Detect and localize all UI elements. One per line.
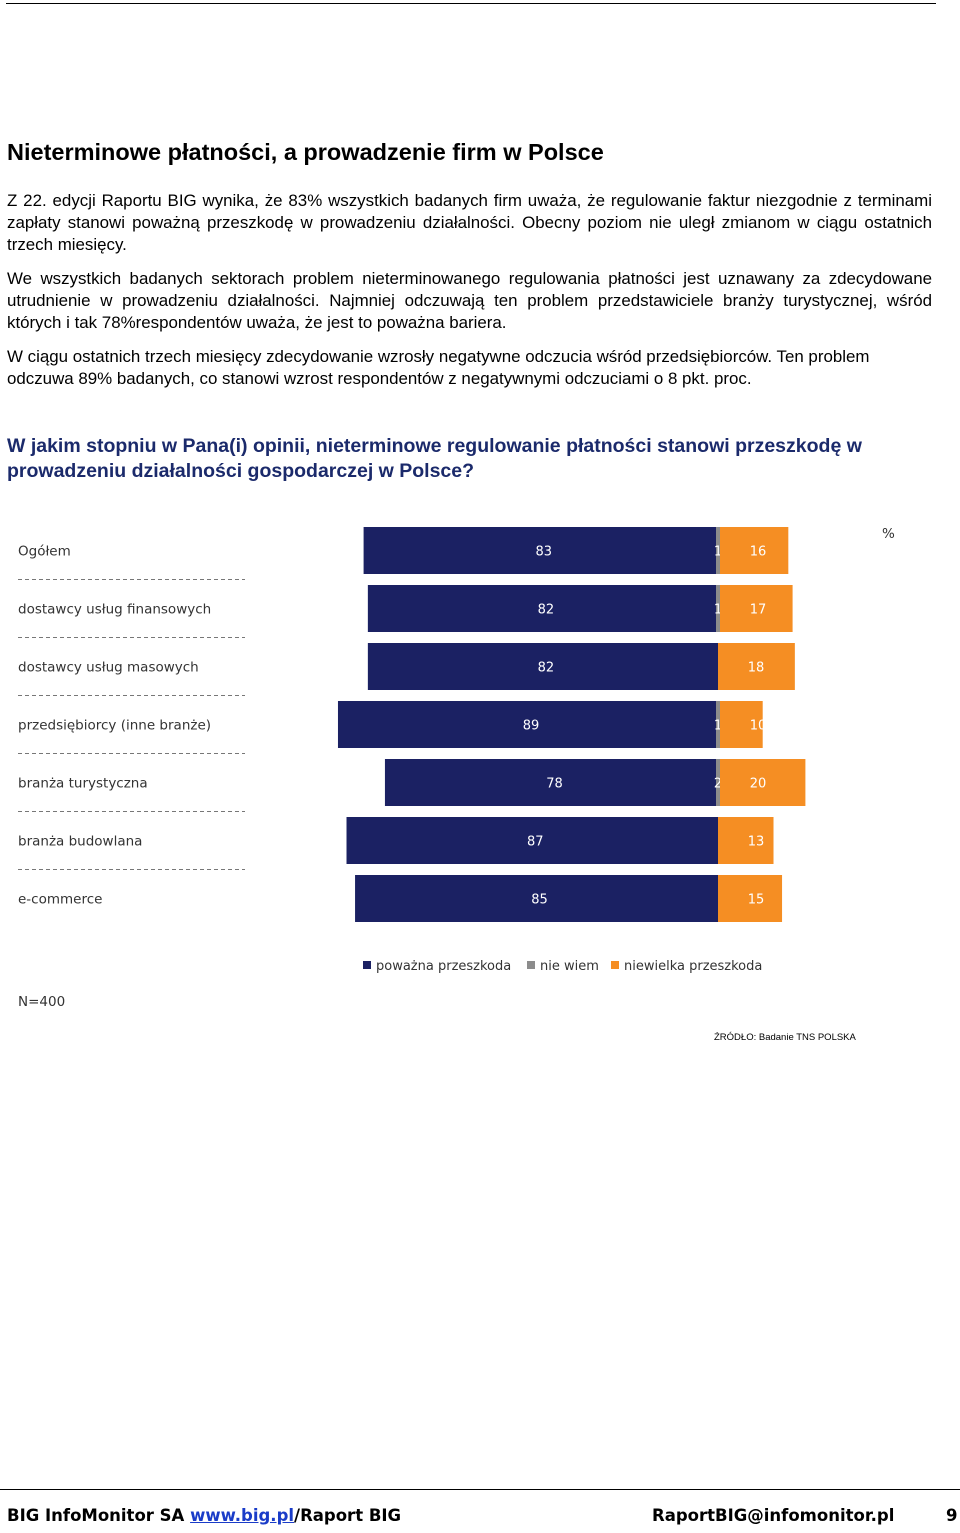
legend-label: poważna przeszkoda xyxy=(376,959,511,974)
value-label-niewielka: 10 xyxy=(750,719,767,734)
value-label-niewielka: 18 xyxy=(748,661,765,676)
value-label-powazna: 83 xyxy=(536,545,553,560)
legend-swatch xyxy=(611,961,619,969)
bar-powazna-przeszkoda xyxy=(367,643,718,690)
bar-powazna-przeszkoda xyxy=(337,701,718,748)
bar-niewielka-przeszkoda xyxy=(718,875,783,922)
bar-nie-wiem xyxy=(716,527,720,574)
value-label-nie-wiem: 2 xyxy=(714,777,722,792)
bar-nie-wiem xyxy=(716,585,720,632)
bar-powazna-przeszkoda xyxy=(355,875,718,922)
category-label: e-commerce xyxy=(18,892,102,908)
legend-swatch xyxy=(363,961,371,969)
footer-link[interactable]: www.big.pl xyxy=(190,1506,295,1525)
bar-chart: Ogółem 83 1 16 dostawcy usług finansowych 82 1… xyxy=(18,526,895,1010)
bar-nie-wiem xyxy=(716,759,720,806)
category-label: branża budowlana xyxy=(18,834,142,850)
bar-powazna-przeszkoda xyxy=(367,585,718,632)
legend-swatch xyxy=(527,961,535,969)
page-title: Nieterminowe płatności, a prowadzenie fi… xyxy=(7,139,604,165)
footer-suffix: /Raport BIG xyxy=(294,1506,402,1525)
value-label-niewielka: 20 xyxy=(750,777,767,792)
value-label-niewielka: 15 xyxy=(748,893,765,908)
footer-left: BIG InfoMonitor SA www.big.pl/Raport BIG xyxy=(7,1506,401,1525)
bar-powazna-przeszkoda xyxy=(384,759,718,806)
bar-powazna-przeszkoda xyxy=(346,817,718,864)
paragraph-1: Z 22. edycji Raportu BIG wynika, że 83% … xyxy=(7,191,932,254)
bar-niewielka-przeszkoda xyxy=(720,527,789,574)
value-label-powazna: 87 xyxy=(527,835,544,850)
value-label-niewielka: 13 xyxy=(748,835,765,850)
footer-org: BIG InfoMonitor SA xyxy=(7,1506,191,1525)
value-label-powazna: 85 xyxy=(531,893,548,908)
footer-email[interactable]: RaportBIG@infomonitor.pl xyxy=(652,1506,895,1525)
bar-niewielka-przeszkoda xyxy=(720,701,763,748)
value-label-niewielka: 17 xyxy=(750,603,767,618)
category-label: przedsiębiorcy (inne branże) xyxy=(18,718,211,734)
legend-label: niewielka przeszkoda xyxy=(624,959,762,974)
category-label: Ogółem xyxy=(18,544,71,560)
page-number: 9 xyxy=(946,1506,958,1525)
category-label: branża turystyczna xyxy=(18,776,148,792)
value-label-powazna: 78 xyxy=(546,777,563,792)
bar-nie-wiem xyxy=(716,701,720,748)
bar-niewielka-przeszkoda xyxy=(720,759,806,806)
value-label-nie-wiem: 1 xyxy=(714,719,722,734)
value-label-nie-wiem: 1 xyxy=(714,603,722,618)
value-label-powazna: 82 xyxy=(538,603,555,618)
bar-niewielka-przeszkoda xyxy=(718,643,795,690)
legend-label: nie wiem xyxy=(540,959,599,974)
paragraph-2: We wszystkich badanych sektorach problem… xyxy=(7,269,932,332)
bar-powazna-przeszkoda xyxy=(363,527,718,574)
category-label: dostawcy usług masowych xyxy=(18,660,199,676)
source-note: ŹRÓDŁO: Badanie TNS POLSKA xyxy=(714,1032,856,1043)
value-label-powazna: 82 xyxy=(538,661,555,676)
value-label-powazna: 89 xyxy=(523,719,540,734)
bar-niewielka-przeszkoda xyxy=(720,585,793,632)
paragraph-3: W ciągu ostatnich trzech miesięcy zdecyd… xyxy=(7,347,870,388)
survey-question: W jakim stopniu w Pana(i) opinii, nieter… xyxy=(7,435,862,482)
unit-label: % xyxy=(882,526,895,542)
category-label: dostawcy usług finansowych xyxy=(18,602,211,618)
top-rule xyxy=(6,3,936,4)
value-label-nie-wiem: 1 xyxy=(714,545,722,560)
sample-size-note: N=400 xyxy=(18,994,65,1010)
bar-niewielka-przeszkoda xyxy=(718,817,774,864)
value-label-niewielka: 16 xyxy=(750,545,767,560)
footer-rule xyxy=(0,1489,960,1490)
